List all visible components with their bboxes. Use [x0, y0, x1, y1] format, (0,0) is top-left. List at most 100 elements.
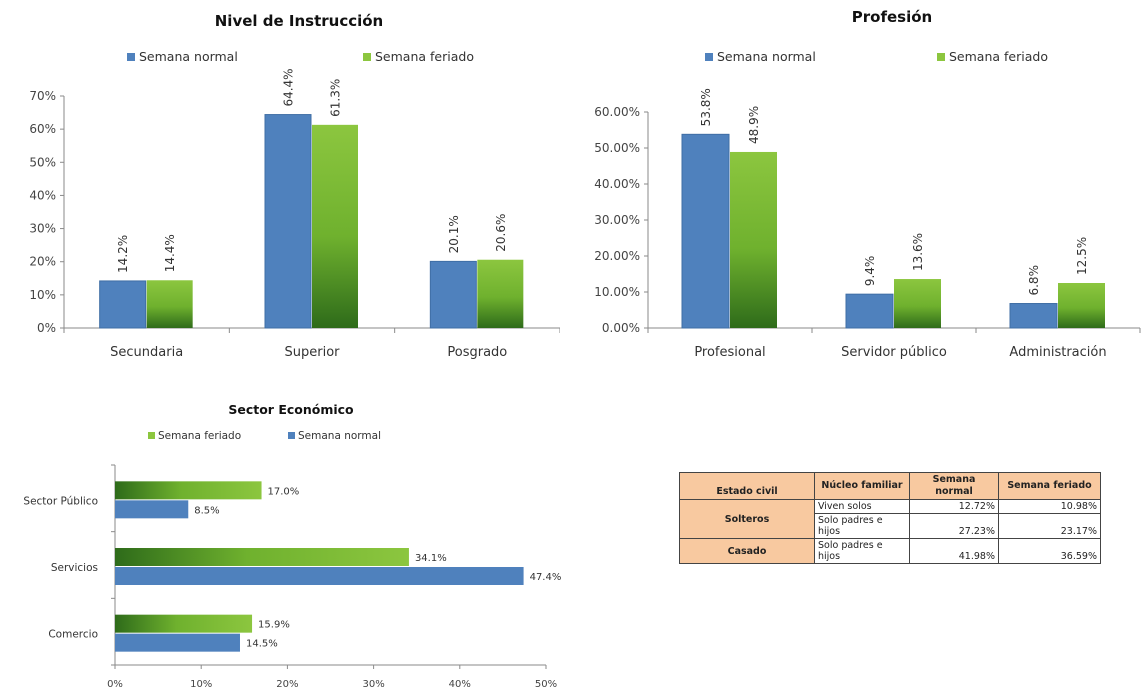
data-label-semana-feriado-profesional: 48.9%	[747, 106, 761, 144]
bar-semana-feriado-administracion	[1058, 283, 1105, 328]
data-label-semana-feriado-posgrado: 20.6%	[494, 214, 508, 252]
chart-profesion: Profesión Semana normal Semana feriado 0.00…	[565, 0, 1145, 380]
data-label-semana-feriado-secundaria: 14.4%	[163, 234, 177, 272]
chart-svg-instruccion: Nivel de Instrucción Semana normal Semana …	[29, 12, 561, 360]
bar-semana-feriado-servicios	[115, 548, 409, 566]
bar-semana-feriado-posgrado	[477, 259, 524, 328]
data-label-semana-normal-superior: 64.4%	[282, 68, 296, 106]
y-tick-label: 0%	[37, 321, 56, 335]
cell-feriado: 23.17%	[998, 513, 1101, 539]
bar-semana-normal-servicios	[115, 567, 524, 585]
legend-swatch-semana-normal	[288, 432, 295, 439]
x-tick-label-administracion: Administración	[1009, 345, 1106, 360]
data-label-semana-feriado-superior: 61.3%	[329, 79, 343, 117]
data-label-semana-normal-sector-publico: 8.5%	[194, 505, 219, 516]
x-tick-label: 10%	[190, 679, 212, 690]
group-label-casado: Casado	[679, 538, 815, 564]
chart-sector-economico: Sector Económico Semana feriado Semana nor…	[0, 385, 600, 692]
group-label-solteros: Solteros	[679, 499, 815, 539]
table-row: Casado Solo padres e hijos 41.98% 36.59%	[679, 538, 1101, 564]
chart-title: Sector Económico	[228, 402, 354, 417]
x-tick-label-servidor-publico: Servidor público	[841, 345, 947, 360]
chart-title: Profesión	[852, 8, 932, 26]
estado-civil-table: Estado civil Núcleo familiar Semana norm…	[679, 472, 1101, 564]
x-tick-label-profesional: Profesional	[694, 345, 765, 360]
y-tick-label: 50.00%	[594, 141, 640, 155]
x-tick-label: 20%	[276, 679, 298, 690]
cell-normal: 27.23%	[909, 513, 999, 539]
bar-semana-normal-secundaria	[99, 280, 147, 329]
data-label-semana-feriado-servicios: 34.1%	[415, 553, 447, 564]
data-label-semana-feriado-servidor-publico: 13.6%	[911, 233, 925, 271]
chart-nivel-instruccion: Nivel de Instrucción Semana normal Semana …	[0, 0, 561, 380]
legend-label-semana-normal: Semana normal	[717, 49, 816, 64]
y-tick-label: 10%	[29, 288, 56, 302]
table-header-row: Estado civil Núcleo familiar Semana norm…	[679, 472, 1101, 500]
x-tick-label-posgrado: Posgrado	[447, 345, 507, 360]
y-tick-label: 0.00%	[602, 321, 640, 335]
bar-semana-feriado-secundaria	[146, 280, 193, 328]
y-tick-label: 60.00%	[594, 105, 640, 119]
data-label-semana-normal-servidor-publico: 9.4%	[863, 256, 877, 287]
y-tick-label: 10.00%	[594, 285, 640, 299]
chart-svg-sector: Sector Económico Semana feriado Semana nor…	[23, 402, 562, 690]
data-label-semana-feriado-administracion: 12.5%	[1075, 237, 1089, 275]
y-tick-label: 40.00%	[594, 177, 640, 191]
y-tick-label: 30.00%	[594, 213, 640, 227]
y-tick-label-servicios: Servicios	[51, 562, 98, 574]
legend-swatch-semana-feriado	[363, 53, 371, 61]
legend-swatch-semana-feriado	[937, 53, 945, 61]
data-label-semana-normal-posgrado: 20.1%	[447, 215, 461, 253]
header-semana-feriado: Semana feriado	[998, 472, 1101, 500]
bar-semana-feriado-sector-publico	[115, 481, 262, 500]
chart-svg-profesion: Profesión Semana normal Semana feriado 0.00…	[594, 8, 1141, 360]
data-label-semana-normal-servicios: 47.4%	[530, 572, 562, 583]
bar-semana-feriado-servidor-publico	[894, 279, 941, 328]
cell-nucleo: Solo padres e hijos	[814, 513, 910, 539]
header-nucleo-familiar: Núcleo familiar	[814, 472, 910, 500]
y-tick-label-comercio: Comercio	[48, 629, 98, 641]
y-tick-label: 40%	[29, 188, 56, 202]
bar-semana-normal-sector-publico	[115, 500, 189, 519]
bar-semana-normal-administracion	[1009, 303, 1058, 329]
data-label-semana-normal-secundaria: 14.2%	[116, 235, 130, 273]
legend-label-semana-normal: Semana normal	[298, 430, 381, 442]
x-tick-label-superior: Superior	[285, 345, 341, 360]
y-tick-label-sector-publico: Sector Público	[23, 495, 98, 507]
bar-semana-normal-profesional	[681, 133, 730, 329]
x-tick-label: 40%	[449, 679, 471, 690]
data-label-semana-normal-administracion: 6.8%	[1027, 265, 1041, 296]
chart-title: Nivel de Instrucción	[215, 12, 384, 30]
header-estado-civil: Estado civil	[679, 472, 815, 500]
header-semana-normal: Semana normal	[909, 472, 999, 500]
cell-nucleo: Viven solos	[814, 499, 910, 514]
y-tick-label: 70%	[29, 89, 56, 103]
cell-normal: 12.72%	[909, 499, 999, 514]
legend-label-semana-feriado: Semana feriado	[375, 49, 474, 64]
bar-semana-normal-superior	[264, 114, 312, 329]
bar-semana-normal-comercio	[115, 633, 240, 652]
data-label-semana-normal-comercio: 14.5%	[246, 639, 278, 650]
legend-swatch-semana-normal	[127, 53, 135, 61]
bar-semana-feriado-profesional	[730, 151, 777, 328]
y-tick-label: 30%	[29, 222, 56, 236]
x-tick-label: 50%	[535, 679, 557, 690]
y-tick-label: 60%	[29, 122, 56, 136]
estado-civil-table-wrap: Estado civil Núcleo familiar Semana norm…	[679, 472, 1101, 564]
bar-semana-feriado-comercio	[115, 614, 253, 633]
legend-swatch-semana-normal	[705, 53, 713, 61]
y-tick-label: 20.00%	[594, 249, 640, 263]
cell-nucleo: Solo padres e hijos	[814, 538, 910, 564]
legend-label-semana-normal: Semana normal	[139, 49, 238, 64]
cell-feriado: 10.98%	[998, 499, 1101, 514]
data-label-semana-feriado-sector-publico: 17.0%	[268, 486, 300, 497]
x-tick-label-secundaria: Secundaria	[110, 345, 183, 360]
y-tick-label: 50%	[29, 155, 56, 169]
bar-semana-normal-posgrado	[429, 260, 477, 329]
data-label-semana-feriado-comercio: 15.9%	[258, 620, 290, 631]
bar-semana-feriado-superior	[312, 124, 358, 328]
legend-swatch-semana-feriado	[148, 432, 155, 439]
x-tick-label: 30%	[362, 679, 384, 690]
table-row: Solteros Viven solos 12.72% 10.98%	[679, 499, 1101, 539]
legend-label-semana-feriado: Semana feriado	[158, 430, 241, 442]
